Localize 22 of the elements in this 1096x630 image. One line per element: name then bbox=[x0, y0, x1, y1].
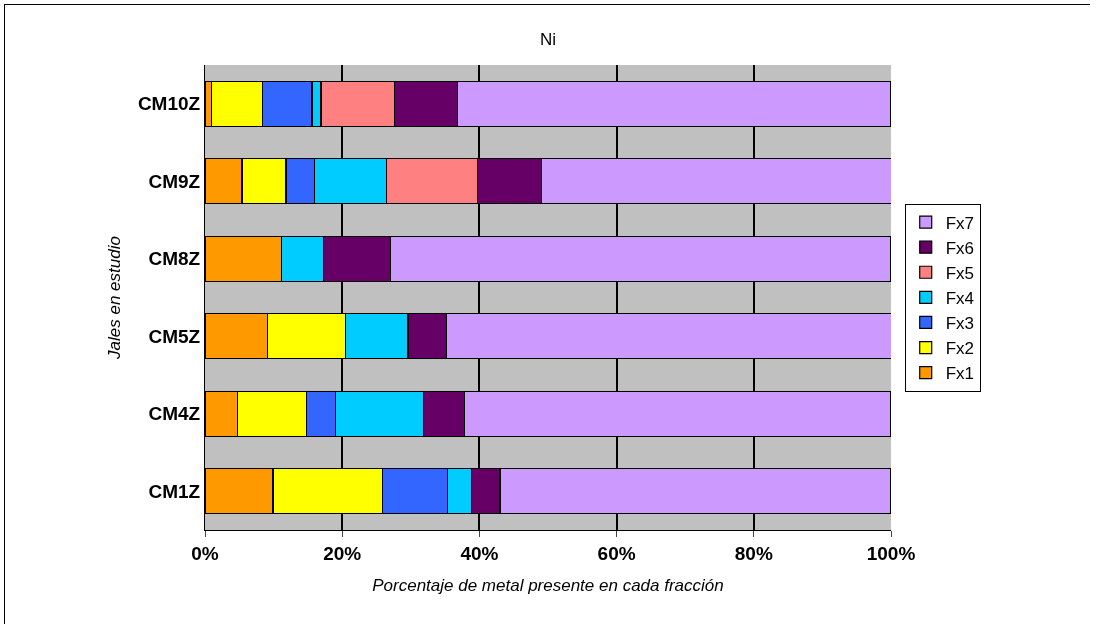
chart-title: Ni bbox=[539, 29, 557, 49]
y-tick-label: CM10Z bbox=[137, 93, 201, 115]
y-tick-label: CM5Z bbox=[148, 325, 201, 347]
legend-label: Fx1 bbox=[945, 364, 975, 384]
legend-label: Fx2 bbox=[945, 339, 975, 359]
legend-label: Fx4 bbox=[945, 288, 975, 308]
y-tick-label: CM8Z bbox=[148, 248, 201, 270]
legend-label: Fx5 bbox=[945, 263, 975, 283]
x-axis-title: Porcentaje de metal presente en cada fracción bbox=[372, 576, 724, 595]
x-tick-label: 40% bbox=[460, 542, 499, 564]
x-tick-label: 80% bbox=[734, 542, 773, 564]
y-tick-label: CM4Z bbox=[148, 403, 201, 425]
y-tick-label: CM1Z bbox=[148, 480, 201, 502]
x-tick-label: 20% bbox=[323, 542, 362, 564]
legend-label: Fx6 bbox=[945, 238, 975, 258]
legend-label: Fx3 bbox=[945, 314, 975, 334]
x-tick-label: 60% bbox=[597, 542, 636, 564]
legend-label: Fx7 bbox=[945, 213, 975, 233]
y-axis-title: Jales en estudio bbox=[105, 236, 125, 360]
x-tick-label: 100% bbox=[866, 542, 916, 564]
y-tick-label: CM9Z bbox=[148, 170, 201, 192]
x-tick-label: 0% bbox=[191, 542, 219, 564]
